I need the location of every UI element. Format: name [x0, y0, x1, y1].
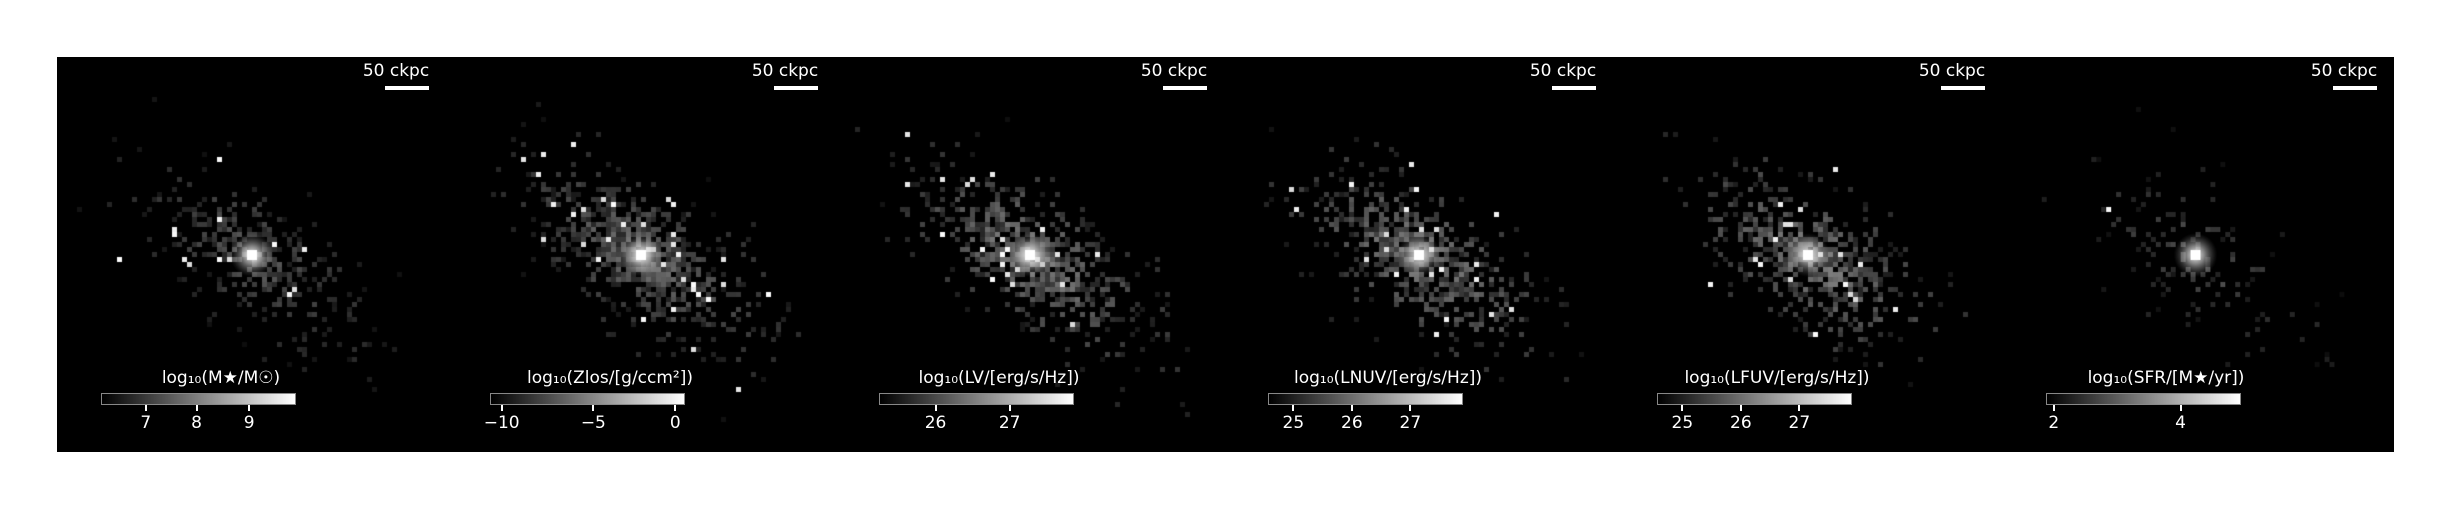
colorbar-tick-label: 27 — [1788, 413, 1811, 433]
colorbar — [1268, 393, 1463, 405]
scale-bar — [1163, 86, 1207, 90]
colorbar-tick — [1409, 405, 1412, 411]
map-panel-metal-column: 50 ckpc log₁₀(Zlos/[g/ccm²]) −10 −5 0 — [446, 57, 835, 452]
colorbar-tick-label: 2 — [2048, 413, 2060, 433]
colorbar-tick-label: 7 — [140, 413, 152, 433]
colorbar-tick — [934, 405, 937, 411]
colorbar-tick — [1008, 405, 1011, 411]
scale-bar-label: 50 ckpc — [751, 61, 819, 81]
map-panel-nuv: 50 ckpc log₁₀(LNUV/[erg/s/Hz]) 25 26 27 — [1224, 57, 1613, 452]
colorbar-tick — [1292, 405, 1295, 411]
colorbar — [101, 393, 296, 405]
map-panel-fuv: 50 ckpc log₁₀(LFUV/[erg/s/Hz]) 25 26 27 — [1613, 57, 2002, 452]
image-figure: 50 ckpc log₁₀(M★/M☉) 7 8 9 50 ckpc log₁₀(Z… — [57, 57, 2394, 452]
colorbar-tick-label: 26 — [924, 413, 947, 433]
colorbar — [490, 393, 685, 405]
pixel-map — [1613, 57, 2002, 452]
colorbar — [2046, 393, 2241, 405]
scale-bar — [2333, 86, 2377, 90]
scale-bar-label: 50 ckpc — [2310, 61, 2378, 81]
colorbar-tick — [1798, 405, 1801, 411]
colorbar-tick-label: −5 — [580, 413, 606, 433]
colorbar — [1657, 393, 1852, 405]
colorbar-tick-label: 26 — [1730, 413, 1752, 433]
colorbar-tick — [144, 405, 147, 411]
pixel-map — [835, 57, 1224, 452]
colorbar-label: log₁₀(LV/[erg/s/Hz]) — [918, 368, 1080, 388]
scale-bar — [1552, 86, 1596, 90]
scale-bar-label: 50 ckpc — [1529, 61, 1597, 81]
colorbar — [879, 393, 1074, 405]
map-panel-sfr: 50 ckpc log₁₀(SFR/[M★/yr]) 2 4 — [2002, 57, 2394, 452]
colorbar-label: log₁₀(LFUV/[erg/s/Hz]) — [1684, 368, 1870, 388]
pixel-map — [446, 57, 835, 452]
colorbar-tick-label: 27 — [1399, 413, 1422, 433]
scale-bar-label: 50 ckpc — [362, 61, 430, 81]
colorbar-tick — [195, 405, 198, 411]
colorbar-tick-label: 27 — [998, 413, 1021, 433]
colorbar-tick-label: 0 — [669, 413, 681, 433]
colorbar-tick-label: 9 — [243, 413, 255, 433]
colorbar-tick — [674, 405, 677, 411]
scale-bar-label: 50 ckpc — [1140, 61, 1208, 81]
colorbar-tick-label: 8 — [191, 413, 202, 433]
colorbar-tick — [500, 405, 503, 411]
scale-bar — [385, 86, 429, 90]
colorbar-tick — [1681, 405, 1684, 411]
colorbar-tick — [1739, 405, 1742, 411]
colorbar-label: log₁₀(SFR/[M★/yr]) — [2087, 368, 2245, 388]
map-panel-v-band: 50 ckpc log₁₀(LV/[erg/s/Hz]) 26 27 — [835, 57, 1224, 452]
scale-bar — [774, 86, 818, 90]
colorbar-tick — [2179, 405, 2182, 411]
pixel-map — [1224, 57, 1613, 452]
colorbar-tick-label: 25 — [1282, 413, 1305, 433]
colorbar-label: log₁₀(LNUV/[erg/s/Hz]) — [1293, 368, 1483, 388]
scale-bar — [1941, 86, 1985, 90]
colorbar-tick — [1350, 405, 1353, 411]
colorbar-tick-label: −10 — [483, 413, 520, 433]
colorbar-tick — [2052, 405, 2055, 411]
colorbar-tick — [248, 405, 251, 411]
colorbar-label: log₁₀(Zlos/[g/ccm²]) — [526, 368, 693, 388]
map-panel-stellar-mass: 50 ckpc log₁₀(M★/M☉) 7 8 9 — [57, 57, 446, 452]
colorbar-tick — [592, 405, 595, 411]
colorbar-label: log₁₀(M★/M☉) — [161, 368, 281, 388]
colorbar-tick-label: 25 — [1671, 413, 1694, 433]
scale-bar-label: 50 ckpc — [1918, 61, 1986, 81]
colorbar-tick-label: 26 — [1341, 413, 1363, 433]
pixel-map — [2002, 57, 2391, 452]
colorbar-tick-label: 4 — [2175, 413, 2186, 433]
pixel-map — [57, 57, 446, 452]
